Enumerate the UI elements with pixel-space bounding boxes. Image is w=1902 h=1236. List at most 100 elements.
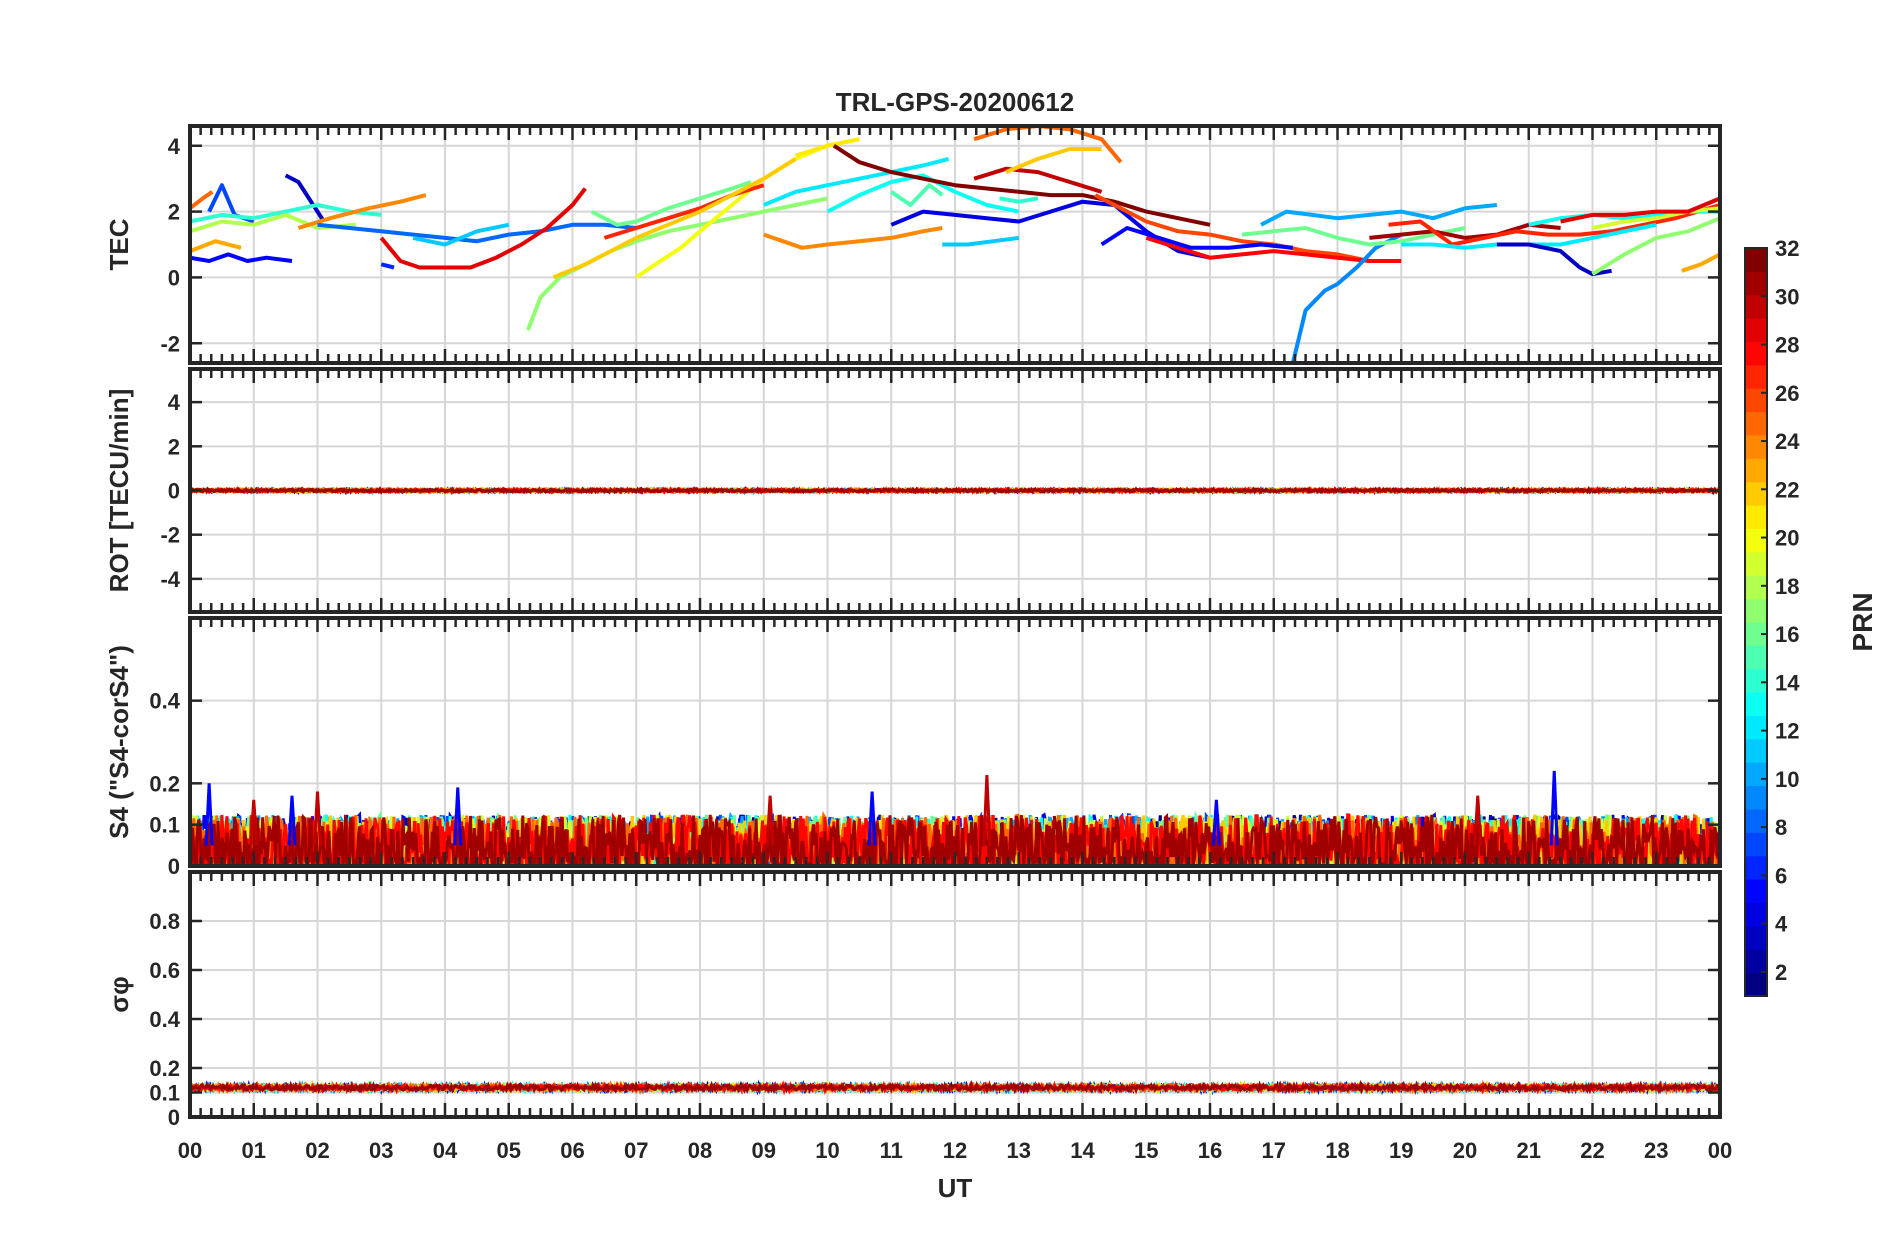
colorbar-frame: [1744, 247, 1768, 997]
s4-spike: [867, 791, 877, 846]
y-tick-label: 0.2: [149, 771, 180, 796]
chart-title: TRL-GPS-20200612: [836, 87, 1074, 117]
colorbar-segment: [1745, 785, 1767, 810]
x-tick-label: 20: [1453, 1138, 1477, 1163]
x-tick-label: 14: [1070, 1138, 1095, 1163]
colorbar-segment: [1745, 668, 1767, 693]
tec-series-prn-25: [190, 190, 214, 210]
x-tick-label: 02: [305, 1138, 329, 1163]
colorbar-segment: [1745, 809, 1767, 833]
colorbar-tick-label: 16: [1775, 622, 1799, 647]
colorbar-tick-label: 18: [1775, 574, 1799, 599]
s4-spike: [1549, 770, 1559, 846]
x-tick-label: 01: [242, 1138, 266, 1163]
y-tick-label: 0.6: [149, 958, 180, 983]
tec-series-prn-18: [190, 212, 356, 234]
panel-sigma: 00.10.2 0.4 0.6 0.8 σφ 00 01 02 03 04 05 06 07 08 09 10…: [104, 870, 1732, 1163]
tec-series-prn-19: [1592, 206, 1720, 230]
colorbar-segment: [1745, 481, 1767, 506]
colorbar-segment: [1745, 855, 1767, 880]
y-tick-label: 0.1: [149, 813, 180, 838]
grid-sigma: [190, 872, 1720, 1118]
colorbar-tick-label: 20: [1775, 526, 1799, 551]
y-axis-label-s4: S4 ("S4-corS4"): [104, 645, 134, 839]
tec-series-prn-8: [317, 222, 637, 244]
colorbar-tick-label: 10: [1775, 767, 1799, 792]
colorbar-tick-label: 22: [1775, 477, 1799, 502]
tec-series-prn-28: [1145, 235, 1402, 263]
s4-spike: [249, 799, 259, 846]
x-tick-label: 23: [1644, 1138, 1668, 1163]
colorbar-tick-label: 28: [1775, 333, 1799, 358]
tec-series-prn-23: [190, 239, 242, 253]
tec-series-prn-11: [942, 235, 1020, 247]
tec-series-prn-30: [973, 166, 1103, 194]
colorbar-segment: [1745, 972, 1767, 997]
s4-spike: [453, 787, 463, 846]
y-tick-label: 4: [168, 134, 181, 159]
colorbar-segment: [1745, 528, 1767, 553]
ticks-s4: 0 0.1 0.2 0.4: [149, 618, 1722, 879]
y-tick-label: 0.1: [149, 1081, 180, 1106]
colorbar-segment: [1745, 458, 1767, 483]
tec-series-prn-5: [190, 252, 293, 263]
s4-spike: [1211, 799, 1221, 846]
tec-series-prn-16: [590, 180, 752, 227]
x-tick-label: 22: [1580, 1138, 1604, 1163]
panel-tec: -2 0 2 4 TEC: [104, 124, 1722, 365]
colorbar-segment: [1745, 364, 1767, 389]
colorbar-segment: [1745, 411, 1767, 436]
colorbar-label: PRN: [1847, 592, 1878, 651]
tec-series-prn-29: [379, 187, 587, 270]
y-axis-label-tec: TEC: [104, 218, 134, 270]
tec-series-prn-29: [1560, 196, 1720, 224]
y-tick-label: -2: [160, 331, 180, 356]
colorbar-tick-label: 24: [1775, 429, 1800, 454]
tec-series-prn-13: [826, 173, 1020, 214]
x-tick-label: 00: [1708, 1138, 1732, 1163]
tec-series-prn-14: [999, 196, 1039, 204]
colorbar-segment: [1745, 832, 1767, 857]
s4-spike: [982, 775, 992, 846]
y-tick-label: 0: [168, 479, 180, 504]
y-tick-label: -4: [160, 567, 180, 592]
x-tick-label: 05: [497, 1138, 521, 1163]
colorbar-segment: [1745, 645, 1767, 670]
y-tick-label: 0: [168, 1105, 180, 1130]
x-tick-label: 11: [880, 1138, 903, 1163]
data-sigma: [190, 1079, 1720, 1096]
x-tick-label: 13: [1007, 1138, 1031, 1163]
x-axis-label: UT: [938, 1173, 973, 1203]
colorbar-segment: [1745, 575, 1767, 600]
colorbar-tick-label: 8: [1775, 815, 1787, 840]
tec-series-prn-23: [1681, 252, 1720, 273]
sigma-series-prn-31: [190, 1079, 1720, 1095]
colorbar-tick-label: 2: [1775, 960, 1787, 985]
colorbar-tick-label: 32: [1775, 236, 1799, 261]
x-tick-label: 03: [369, 1138, 393, 1163]
y-tick-label: 0: [168, 854, 180, 879]
tec-series-prn-17: [1591, 216, 1720, 276]
x-tick-label: 18: [1325, 1138, 1349, 1163]
y-tick-label: 0.4: [149, 689, 180, 714]
data-tec: [190, 126, 1720, 363]
ticks-sigma: 00.10.2 0.4 0.6 0.8: [149, 872, 1722, 1130]
colorbar-segment: [1745, 738, 1767, 763]
x-tick-label: 19: [1389, 1138, 1413, 1163]
ticks-tec: -2 0 2 4: [160, 126, 1722, 363]
colorbar-tick-label: 6: [1775, 863, 1787, 888]
panel-s4: 0 0.1 0.2 0.4 S4 ("S4-corS4"): [104, 616, 1722, 879]
colorbar-segment: [1745, 692, 1767, 716]
x-tick-label: 17: [1262, 1138, 1286, 1163]
panel-rot: -4 -2 0 2 4 ROT [TECU/min]: [104, 367, 1722, 614]
tec-series-prn-21: [795, 137, 860, 158]
tec-series-prn-22: [1005, 147, 1102, 174]
tec-series-prn-16: [1241, 226, 1466, 247]
colorbar-segment: [1745, 925, 1767, 950]
s4-spike: [1473, 795, 1483, 846]
x-tick-label: 16: [1198, 1138, 1222, 1163]
tec-series-prn-26: [1094, 193, 1370, 263]
tec-series-prn-5: [1100, 226, 1294, 250]
colorbar-segment: [1745, 551, 1767, 576]
rot-series-prn-31: [190, 485, 1720, 495]
